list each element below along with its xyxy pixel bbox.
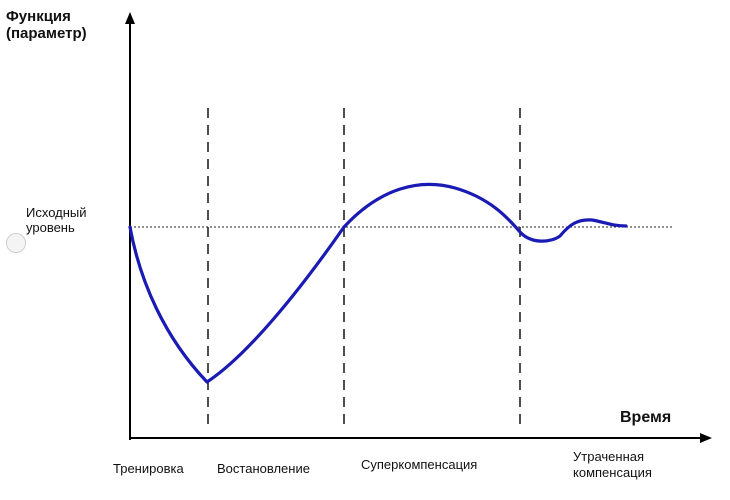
phase-label-recovery: Востановление bbox=[217, 461, 310, 476]
x-axis-title: Время bbox=[620, 409, 672, 426]
baseline-label-line-2: уровень bbox=[26, 219, 75, 235]
lost-compensation-line-1: Утраченная bbox=[573, 449, 645, 464]
phase-label-training: Тренировка bbox=[113, 461, 184, 476]
performance-curve bbox=[128, 182, 628, 384]
baseline-label-line-1: Исходный bbox=[26, 205, 87, 220]
phase-label-supercompensation: Суперкомпенсация bbox=[361, 457, 478, 472]
y-axis-title-line-1: Функция bbox=[6, 8, 71, 25]
baseline-label: Исходный уровень bbox=[26, 205, 87, 236]
lost-compensation-line-2: компенсация bbox=[573, 464, 652, 480]
side-handle-circle bbox=[6, 233, 26, 253]
phase-label-lost-compensation: Утраченная компенсация bbox=[573, 449, 652, 480]
y-axis-title-line-2: (параметр) bbox=[6, 25, 87, 43]
y-axis-arrow-icon bbox=[125, 12, 135, 24]
y-axis-title: Функция (параметр) bbox=[6, 8, 87, 43]
x-axis-arrow-icon bbox=[700, 433, 712, 443]
